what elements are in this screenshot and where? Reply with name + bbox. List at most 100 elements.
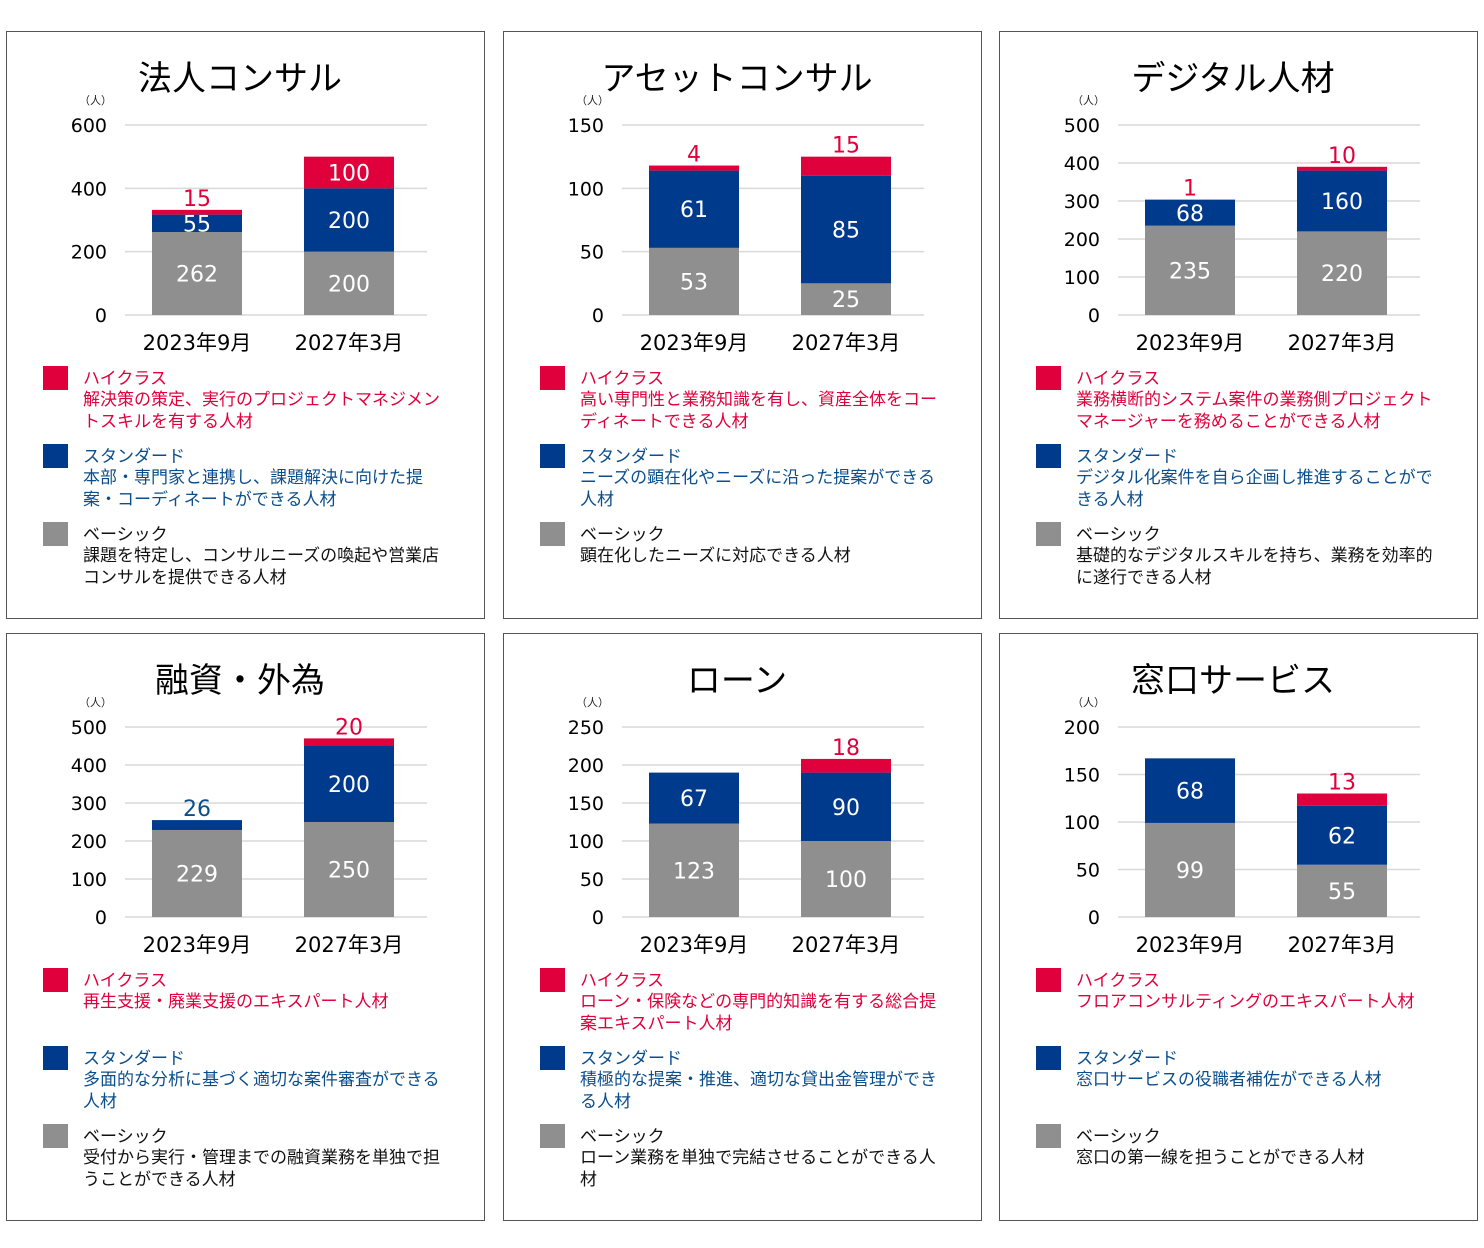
unit-label: （人） — [576, 94, 609, 107]
bar-segment-standard — [1145, 758, 1235, 823]
legend-description: デジタル化案件を自ら企画し推進することができる人材 — [1076, 468, 1433, 510]
y-tick-label: 200 — [568, 755, 604, 777]
data-label: 53 — [680, 270, 708, 295]
bar-segment-high — [152, 209, 242, 215]
legend-name: ハイクラス — [83, 971, 167, 991]
legend-description: フロアコンサルティングのエキスパート人材 — [1076, 992, 1415, 1012]
y-tick-label: 100 — [568, 831, 604, 853]
data-label: 62 — [1328, 824, 1356, 849]
legend-description: ローン・保険などの専門的知識を有する総合提案エキスパート人材 — [580, 992, 937, 1034]
y-tick-label: 0 — [1088, 305, 1100, 327]
legend-description: 窓口サービスの役職者補佐ができる人材 — [1076, 1070, 1382, 1090]
y-tick-label: 200 — [1064, 229, 1100, 251]
y-tick-label: 200 — [71, 831, 107, 853]
legend-swatch-high — [1036, 366, 1061, 390]
y-tick-label: 150 — [568, 115, 604, 137]
bar-segment-basic — [1145, 225, 1235, 315]
legend-swatch-standard — [540, 1046, 565, 1070]
y-tick-label: 0 — [95, 305, 107, 327]
bar-segment-standard — [1145, 199, 1235, 226]
x-tick-label: 2027年3月 — [295, 933, 404, 957]
unit-label: （人） — [1072, 696, 1105, 709]
y-tick-label: 500 — [71, 717, 107, 739]
bar-segment-basic — [304, 822, 394, 917]
data-label: 200 — [328, 209, 370, 234]
legend-name: スタンダード — [580, 447, 682, 467]
legend-description: 再生支援・廃業支援のエキスパート人材 — [83, 992, 389, 1012]
legend-description: 積極的な提案・推進、適切な貸出金管理ができる人材 — [580, 1070, 937, 1112]
unit-label: （人） — [576, 696, 609, 709]
legend-description: 課題を特定し、コンサルニーズの喚起や営業店コンサルを提供できる人材 — [83, 546, 440, 588]
bar-segment-basic — [1145, 822, 1235, 917]
data-label: 18 — [832, 736, 860, 761]
legend-name: スタンダード — [580, 1049, 682, 1069]
chart-title: デジタル人材 — [1131, 59, 1334, 99]
data-label: 1 — [1183, 176, 1197, 201]
data-label: 220 — [1321, 262, 1363, 287]
legend-swatch-basic — [43, 522, 68, 546]
legend-description: 窓口の第一線を担うことができる人材 — [1076, 1148, 1365, 1168]
y-tick-label: 0 — [95, 907, 107, 929]
legend-description: 業務横断的システム案件の業務側プロジェクトマネージャーを務めることができる人材 — [1076, 390, 1433, 432]
bar-segment-high — [801, 156, 891, 176]
chart-title: ローン — [687, 661, 787, 701]
y-tick-label: 100 — [1064, 812, 1100, 834]
legend-description: ローン業務を単独で完結させることができる人材 — [580, 1148, 936, 1190]
data-label: 229 — [176, 862, 218, 887]
legend-swatch-basic — [1036, 1124, 1061, 1148]
bar-segment-standard — [649, 772, 739, 824]
y-tick-label: 100 — [71, 869, 107, 891]
legend-description: 解決策の策定、実行のプロジェクトマネジメントスキルを有する人材 — [83, 390, 440, 432]
x-tick-label: 2023年9月 — [1136, 933, 1245, 957]
legend-name: ベーシック — [83, 525, 168, 545]
y-tick-label: 300 — [1064, 191, 1100, 213]
legend-swatch-basic — [540, 522, 565, 546]
data-label: 123 — [673, 859, 715, 884]
y-tick-label: 250 — [568, 717, 604, 739]
legend-swatch-standard — [43, 1046, 68, 1070]
bar-segment-standard — [1297, 805, 1387, 865]
y-tick-label: 300 — [71, 793, 107, 815]
y-tick-label: 150 — [568, 793, 604, 815]
y-tick-label: 200 — [71, 242, 107, 264]
legend-description: 多面的な分析に基づく適切な案件審査ができる人材 — [83, 1070, 440, 1112]
data-label: 235 — [1169, 259, 1211, 284]
legend-swatch-high — [540, 968, 565, 992]
legend-name: スタンダード — [1076, 1049, 1178, 1069]
bar-segment-standard — [1297, 170, 1387, 232]
data-label: 90 — [832, 796, 860, 821]
legend-name: ベーシック — [580, 525, 665, 545]
bar-segment-basic — [649, 247, 739, 315]
stacked-bar-chart: アセットコンサル（人） 0 50 100 150 53 61 4 2023年9月 25 85 15 20… — [568, 59, 924, 355]
bar-segment-basic — [152, 232, 242, 315]
data-label: 55 — [183, 212, 211, 237]
legend-name: ハイクラス — [580, 971, 664, 991]
data-label: 67 — [680, 787, 708, 812]
data-label: 25 — [832, 288, 860, 313]
stacked-bar-chart: 窓口サービス （人） 0 50 100 150 200 99 68 2023年9月 55 62 13 20… — [1064, 661, 1420, 957]
chart-panel: 融資・外為 （人） 0 100 200 300 400 500 229 26 2023年9月 250 2… — [6, 633, 485, 1221]
bar-segment-basic — [1297, 231, 1387, 315]
legend-name: ベーシック — [580, 1127, 665, 1147]
legend-swatch-basic — [1036, 522, 1061, 546]
x-tick-label: 2027年3月 — [792, 331, 901, 355]
y-tick-label: 150 — [1064, 765, 1100, 787]
data-label: 4 — [687, 143, 701, 168]
stacked-bar-chart: 融資・外為 （人） 0 100 200 300 400 500 229 26 2023年9月 250 2… — [71, 661, 427, 957]
bar-segment-high — [801, 758, 891, 773]
chart-title: 法人コンサル — [138, 59, 342, 99]
legend-description: 基礎的なデジタルスキルを持ち、業務を効率的に遂行できる人材 — [1076, 546, 1433, 588]
bar-segment-standard — [152, 820, 242, 830]
y-tick-label: 100 — [568, 178, 604, 200]
data-label: 200 — [328, 272, 370, 297]
bar-segment-high — [1297, 793, 1387, 806]
legend-description: 本部・専門家と連携し、課題解決に向けた提案・コーディネートができる人材 — [83, 468, 423, 510]
chart-panel: アセットコンサル （人） 0 50 100 150 53 61 4 2023年9月 25 85 15 20… — [503, 31, 982, 619]
data-label: 68 — [1176, 780, 1204, 805]
y-tick-label: 400 — [71, 755, 107, 777]
bar-segment-standard — [304, 188, 394, 252]
y-tick-label: 50 — [580, 869, 604, 891]
data-label: 13 — [1328, 771, 1356, 796]
bar-segment-basic — [1297, 864, 1387, 917]
